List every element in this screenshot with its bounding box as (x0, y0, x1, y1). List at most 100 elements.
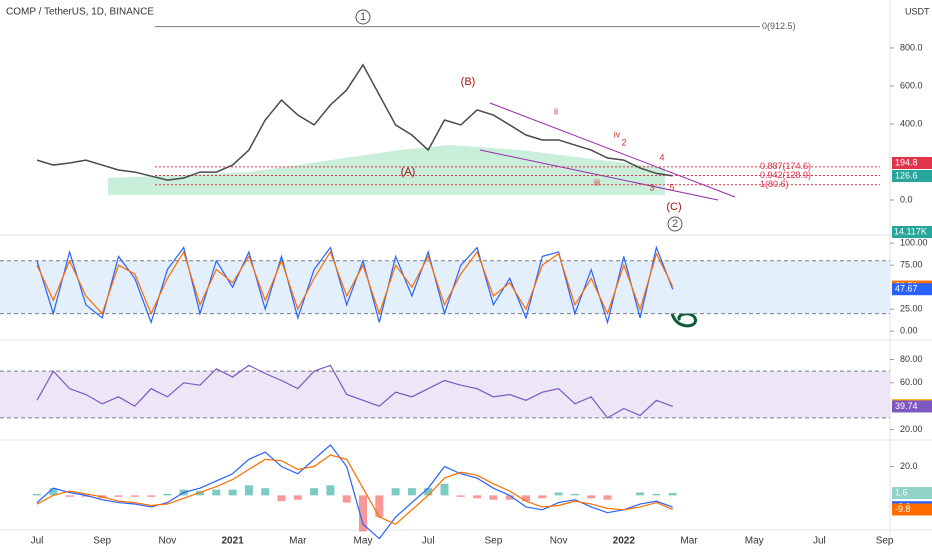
histogram-bar (212, 489, 221, 496)
histogram-bar (81, 495, 90, 497)
band (0, 371, 890, 418)
price-tag (892, 487, 932, 500)
y-tick-label: 600.0 (900, 80, 923, 90)
histogram-bar (49, 488, 58, 496)
x-tick-label: Mar (680, 536, 698, 547)
y-tick-label: 20.00 (900, 424, 923, 434)
y-tick-label: 800.0 (900, 42, 923, 52)
price-tag (892, 400, 932, 413)
histogram-bar (603, 495, 612, 500)
wave-label: (C) (666, 201, 681, 213)
histogram-bar (522, 495, 530, 502)
wave-label: ii (554, 106, 558, 116)
histogram-bar (359, 495, 367, 532)
histogram-bar (196, 491, 204, 496)
price-tag (892, 169, 932, 182)
y-tick-label: 0.00 (900, 326, 918, 336)
wave-label: iv (614, 129, 621, 139)
currency[interactable]: USDT (905, 6, 930, 16)
wave-circle (667, 216, 683, 232)
price-tag-label: 194.8 (895, 157, 918, 167)
series-line (36, 250, 674, 316)
histogram-bar (375, 495, 384, 518)
wave-label: 2 (672, 218, 678, 230)
histogram-bar (293, 495, 302, 500)
x-tick-label: Sep (93, 536, 111, 547)
histogram-bar (391, 488, 400, 496)
x-tick-label: Jul (31, 536, 44, 547)
histogram-bar (407, 488, 416, 496)
cloud (108, 145, 665, 195)
y-tick-label: 20.0 (900, 461, 918, 471)
histogram-bar (440, 483, 449, 496)
histogram-bar (147, 495, 156, 497)
volume-tag (892, 226, 932, 238)
price-tag-label: 126.6 (895, 170, 918, 180)
wave-label: 4 (659, 152, 664, 162)
trendline (489, 102, 736, 198)
y-tick-label: 80.00 (900, 354, 923, 364)
histogram-bar (65, 495, 74, 497)
x-tick-label: Sep (876, 536, 894, 547)
histogram-bar (310, 488, 319, 496)
y-tick-label: 75.00 (900, 260, 923, 270)
trendline (479, 149, 719, 201)
wave-label: 5 (669, 182, 674, 192)
histogram-bar (505, 495, 514, 500)
fib-label: 0.887(174.6) (760, 161, 811, 171)
histogram-bar (636, 492, 645, 496)
wave-label: 1 (360, 11, 366, 23)
histogram-bar (554, 492, 563, 496)
x-tick-label: 2021 (221, 536, 244, 547)
x-tick-label: Jul (813, 536, 826, 547)
x-tick-label: May (745, 536, 764, 547)
series-line (36, 454, 673, 525)
histogram-bar (668, 493, 677, 496)
fib-label: 0.942(128.9) (760, 170, 811, 180)
series-line (36, 245, 674, 325)
y-tick-label: 25.00 (900, 304, 923, 314)
fib-label: 0(912.5) (762, 21, 796, 31)
histogram-bar (456, 495, 465, 497)
x-tick-label: May (354, 536, 373, 547)
histogram-bar (473, 495, 482, 499)
wave-circle (355, 9, 371, 25)
wave-label: iii (594, 177, 600, 187)
price-tag-label: 1.6 (895, 487, 908, 497)
wave-label: 3 (649, 182, 654, 192)
histogram-bar (424, 488, 433, 496)
histogram-bar (261, 488, 270, 496)
histogram-bar (277, 495, 286, 502)
symbol[interactable]: COMP / TetherUS, 1D, BINANCE (6, 7, 154, 18)
fib-label: 1(80.6) (760, 179, 789, 189)
histogram-bar (326, 485, 335, 496)
series-line (36, 364, 673, 419)
histogram-bar (130, 495, 139, 497)
series-line (36, 63, 673, 181)
y-tick-label: 0.0 (900, 194, 913, 204)
x-tick-label: Mar (289, 536, 307, 547)
wave-label: (A) (401, 166, 416, 178)
drawing (670, 304, 697, 328)
price-tag-label: 39.74 (895, 401, 918, 411)
price-tag-label: -9.8 (895, 504, 911, 514)
x-tick-label: Nov (550, 536, 568, 547)
histogram-bar (33, 493, 41, 496)
y-tick-label: 400.0 (900, 118, 923, 128)
x-tick-label: Sep (485, 536, 503, 547)
histogram-bar (244, 485, 253, 496)
x-tick-label: 2022 (613, 536, 636, 547)
x-tick-label: Jul (422, 536, 435, 547)
band (0, 260, 890, 314)
price-tag-label: 47.67 (895, 284, 918, 294)
x-tick-label: Nov (159, 536, 177, 547)
wave-label: 2 (621, 137, 626, 147)
series-line (36, 444, 673, 540)
histogram-bar (228, 489, 237, 496)
price-tag (892, 156, 932, 169)
wave-label: (B) (461, 76, 476, 88)
volume-tag-label: 14.117K (894, 226, 927, 236)
histogram-bar (342, 495, 351, 503)
histogram-bar (570, 493, 579, 496)
